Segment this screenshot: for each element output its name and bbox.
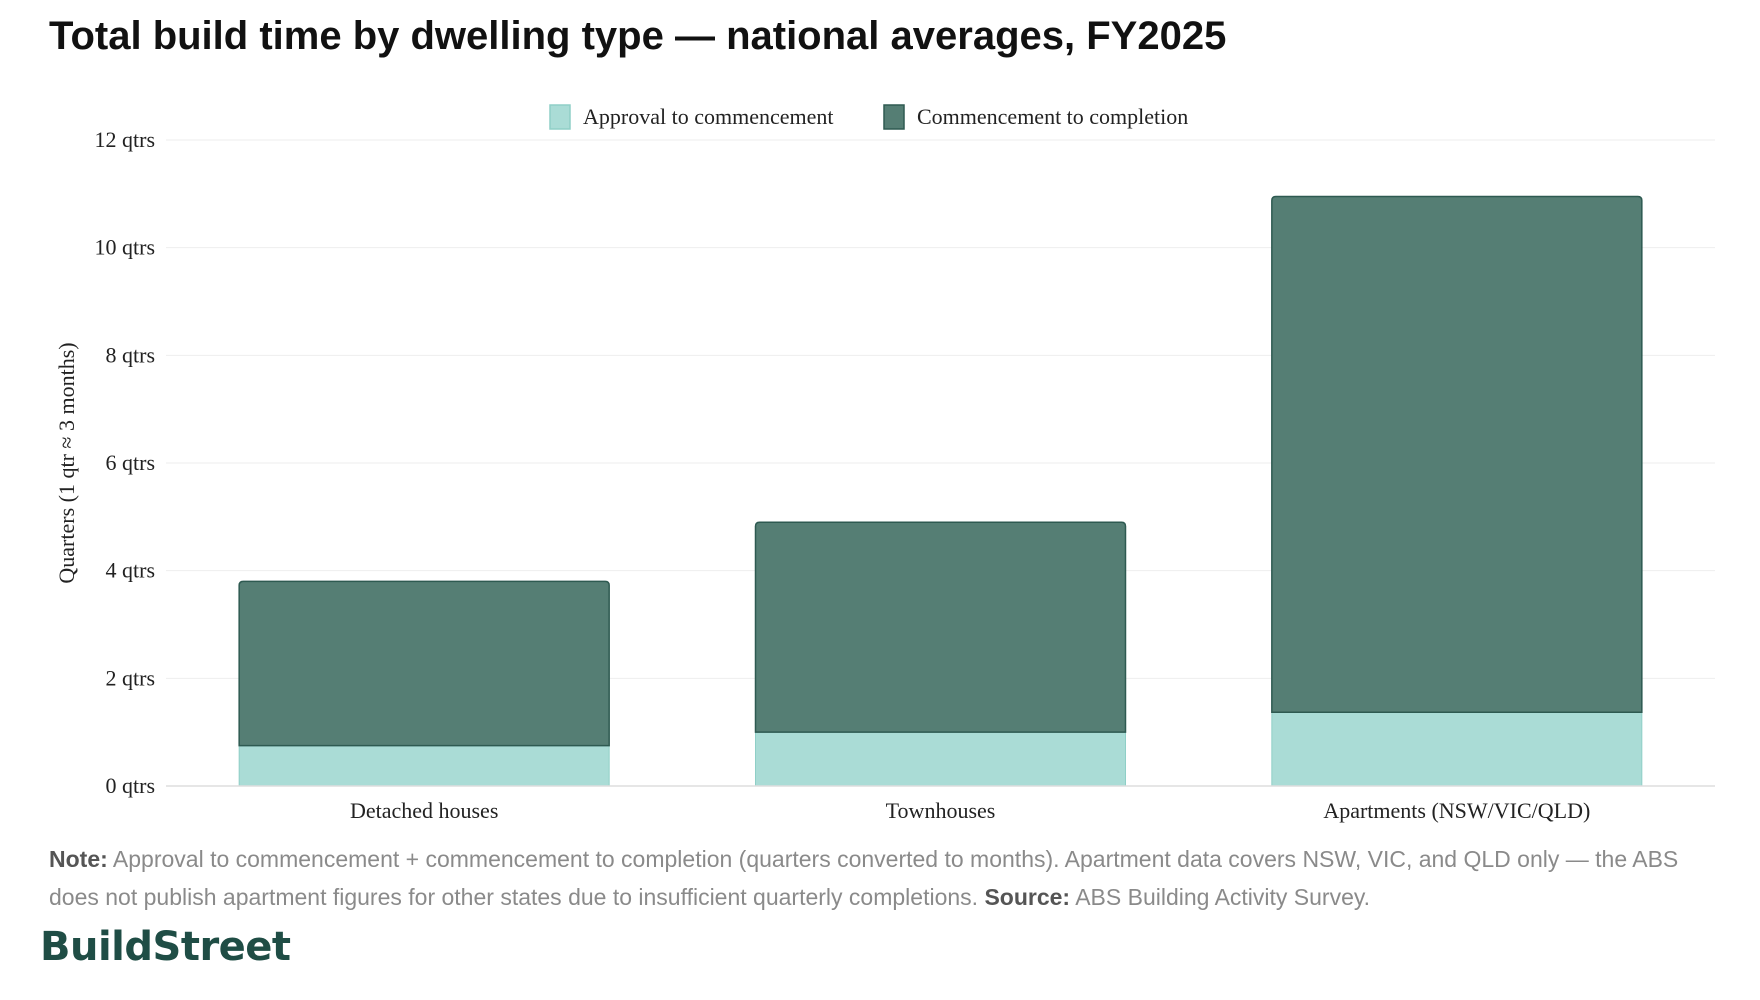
source-label: Source:	[984, 884, 1071, 910]
bar-segment-approval-to-commencement	[238, 745, 610, 787]
y-tick-label: 8 qtrs	[106, 342, 156, 367]
chart-note: Note: Approval to commencement + commenc…	[49, 840, 1729, 916]
x-tick-label: Townhouses	[886, 798, 996, 823]
y-tick-label: 2 qtrs	[106, 665, 156, 690]
y-tick-label: 4 qtrs	[106, 558, 156, 583]
y-axis-label: Quarters (1 qtr ≈ 3 months)	[54, 342, 79, 583]
y-axis-ticks: 0 qtrs 2 qtrs 4 qtrs 6 qtrs 8 qtrs 10 qtrs 12 …	[95, 127, 156, 798]
bar-segment-approval-to-commencement	[755, 731, 1126, 787]
legend-swatch	[883, 104, 905, 130]
y-tick-label: 6 qtrs	[106, 450, 156, 475]
y-tick-label: 10 qtrs	[95, 235, 156, 260]
chart-title: Total build time by dwelling type — nati…	[49, 14, 1227, 58]
source-text: ABS Building Activity Survey.	[1075, 884, 1371, 910]
bar-segment-commencement-to-completion	[238, 580, 610, 747]
stacked-bar-chart: 0 qtrs 2 qtrs 4 qtrs 6 qtrs 8 qtrs 10 qtrs 12 …	[54, 104, 1715, 823]
legend-label: Approval to commencement	[583, 104, 833, 129]
bars	[238, 195, 1643, 787]
y-tick-label: 12 qtrs	[95, 127, 156, 152]
bar-segment-commencement-to-completion	[754, 521, 1127, 733]
x-axis-ticks: Detached houses Townhouses Apartments (NSW…	[350, 798, 1590, 823]
note-text: Approval to commencement + commencement …	[49, 846, 1679, 910]
x-tick-label: Apartments (NSW/VIC/QLD)	[1323, 798, 1590, 823]
bar-segment-commencement-to-completion	[1271, 195, 1643, 713]
brand-logo: BuildStreet	[40, 924, 291, 970]
y-tick-label: 0 qtrs	[106, 773, 156, 798]
legend-swatch	[549, 104, 571, 130]
x-tick-label: Detached houses	[350, 798, 498, 823]
note-label: Note:	[49, 846, 108, 872]
bar-segment-approval-to-commencement	[1271, 711, 1643, 787]
legend-label: Commencement to completion	[917, 104, 1188, 129]
legend: Approval to commencement Commencement to …	[549, 104, 1188, 130]
